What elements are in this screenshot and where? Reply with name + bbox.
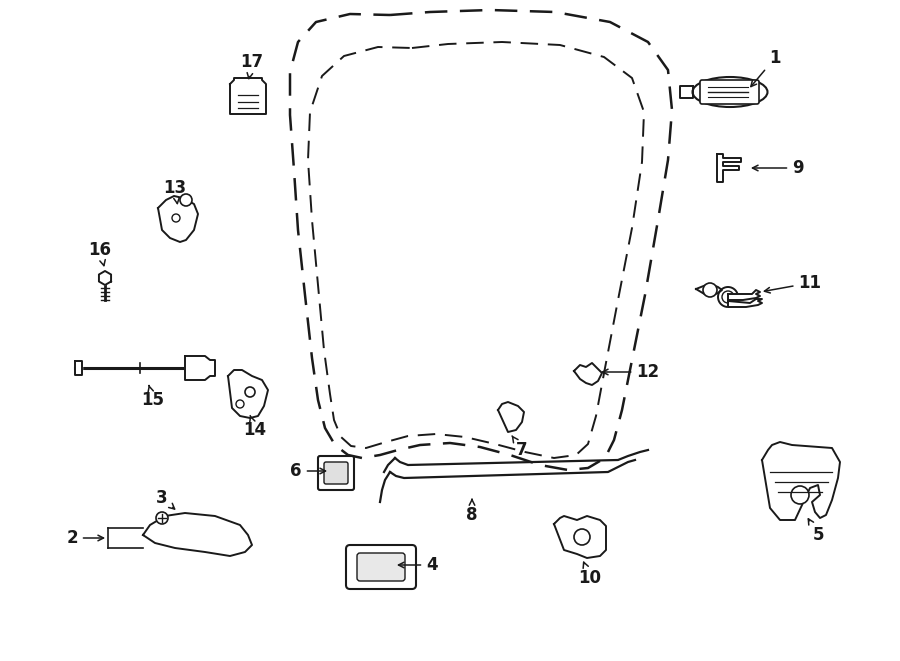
Circle shape xyxy=(574,529,590,545)
Polygon shape xyxy=(696,284,722,296)
Circle shape xyxy=(703,283,717,297)
FancyBboxPatch shape xyxy=(700,80,759,104)
Circle shape xyxy=(180,194,192,206)
Circle shape xyxy=(156,512,168,524)
Circle shape xyxy=(193,361,207,375)
Polygon shape xyxy=(728,290,760,300)
Circle shape xyxy=(245,387,255,397)
Circle shape xyxy=(791,486,809,504)
Text: 5: 5 xyxy=(808,519,824,544)
Text: 6: 6 xyxy=(290,462,326,480)
Polygon shape xyxy=(99,271,111,285)
Polygon shape xyxy=(143,513,252,556)
Polygon shape xyxy=(498,402,524,432)
Circle shape xyxy=(236,400,244,408)
Text: 7: 7 xyxy=(512,436,527,459)
Polygon shape xyxy=(554,516,606,558)
Text: 9: 9 xyxy=(752,159,804,177)
Text: 17: 17 xyxy=(240,53,264,79)
Polygon shape xyxy=(228,370,268,418)
Circle shape xyxy=(722,291,734,303)
FancyBboxPatch shape xyxy=(318,456,354,490)
FancyBboxPatch shape xyxy=(324,462,348,484)
Circle shape xyxy=(172,214,180,222)
Ellipse shape xyxy=(692,77,768,107)
Text: 13: 13 xyxy=(164,179,186,204)
Text: 1: 1 xyxy=(751,49,781,87)
Polygon shape xyxy=(230,78,266,114)
Text: 10: 10 xyxy=(579,562,601,587)
Text: 15: 15 xyxy=(141,385,165,409)
Text: 2: 2 xyxy=(67,529,104,547)
Polygon shape xyxy=(75,361,82,375)
Text: 8: 8 xyxy=(466,500,478,524)
Polygon shape xyxy=(158,196,198,242)
Text: 11: 11 xyxy=(764,274,822,293)
Polygon shape xyxy=(762,442,840,520)
FancyBboxPatch shape xyxy=(346,545,416,589)
Polygon shape xyxy=(185,356,215,380)
Text: 16: 16 xyxy=(88,241,112,266)
Polygon shape xyxy=(574,363,602,385)
FancyBboxPatch shape xyxy=(357,553,405,581)
Text: 3: 3 xyxy=(157,489,175,509)
Text: 4: 4 xyxy=(399,556,437,574)
Polygon shape xyxy=(717,154,741,182)
Text: 14: 14 xyxy=(243,416,266,439)
Polygon shape xyxy=(728,299,762,307)
Text: 12: 12 xyxy=(602,363,660,381)
Circle shape xyxy=(718,287,738,307)
